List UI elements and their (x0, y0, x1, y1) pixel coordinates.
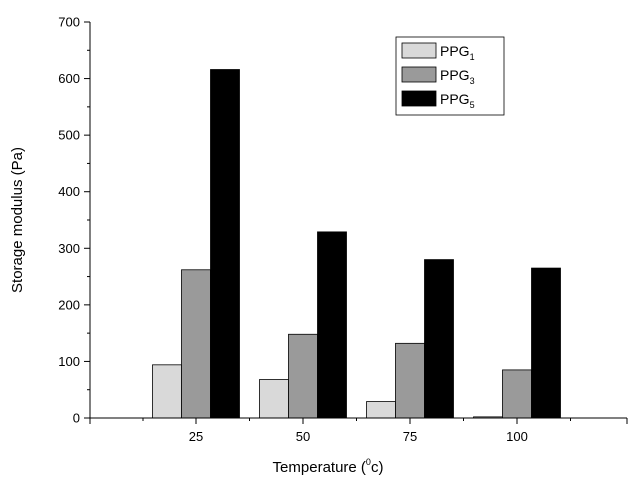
legend-label: PPG5 (440, 91, 475, 110)
x-tick-label: 25 (189, 429, 203, 444)
bar-ppg5-50 (317, 231, 347, 419)
x-axis-title-superscript: 0 (366, 457, 371, 467)
bar-ppg5-100 (531, 267, 561, 419)
bar-ppg5-75 (424, 259, 454, 419)
y-tick-label: 600 (58, 71, 80, 86)
y-tick-label: 500 (58, 128, 80, 143)
x-axis-title: Temperature (0c) (273, 457, 384, 476)
legend-label: PPG3 (440, 67, 475, 86)
bar-ppg3-25 (181, 269, 211, 419)
bar-ppg1-50 (259, 379, 289, 419)
y-tick-label: 300 (58, 241, 80, 256)
bar-ppg3-50 (288, 333, 318, 419)
bar-ppg1-75 (366, 401, 396, 419)
y-tick-label: 0 (73, 411, 80, 426)
y-axis: 0 100 200 300 400 500 600 700 (58, 15, 91, 426)
x-tick-label: 50 (296, 429, 310, 444)
legend: PPG1 PPG3 PPG5 (395, 36, 505, 116)
bar-ppg3-75 (395, 342, 425, 419)
legend-label: PPG1 (440, 43, 475, 62)
x-tick-label: 100 (506, 429, 528, 444)
legend-swatch (401, 90, 437, 107)
y-tick-label: 700 (58, 15, 80, 30)
y-tick-label: 400 (58, 184, 80, 199)
y-tick-label: 100 (58, 354, 80, 369)
bar-ppg1-25 (152, 364, 182, 419)
legend-swatch (401, 66, 437, 83)
bar-ppg3-100 (502, 369, 532, 419)
x-axis: 25 50 75 100 (89, 417, 628, 444)
legend-swatch (401, 42, 437, 59)
y-axis-title: Storage modulus (Pa) (9, 147, 26, 293)
y-tick-label: 200 (58, 297, 80, 312)
plot-area (152, 69, 561, 419)
x-tick-label: 75 (403, 429, 417, 444)
bar-ppg5-25 (210, 69, 240, 419)
